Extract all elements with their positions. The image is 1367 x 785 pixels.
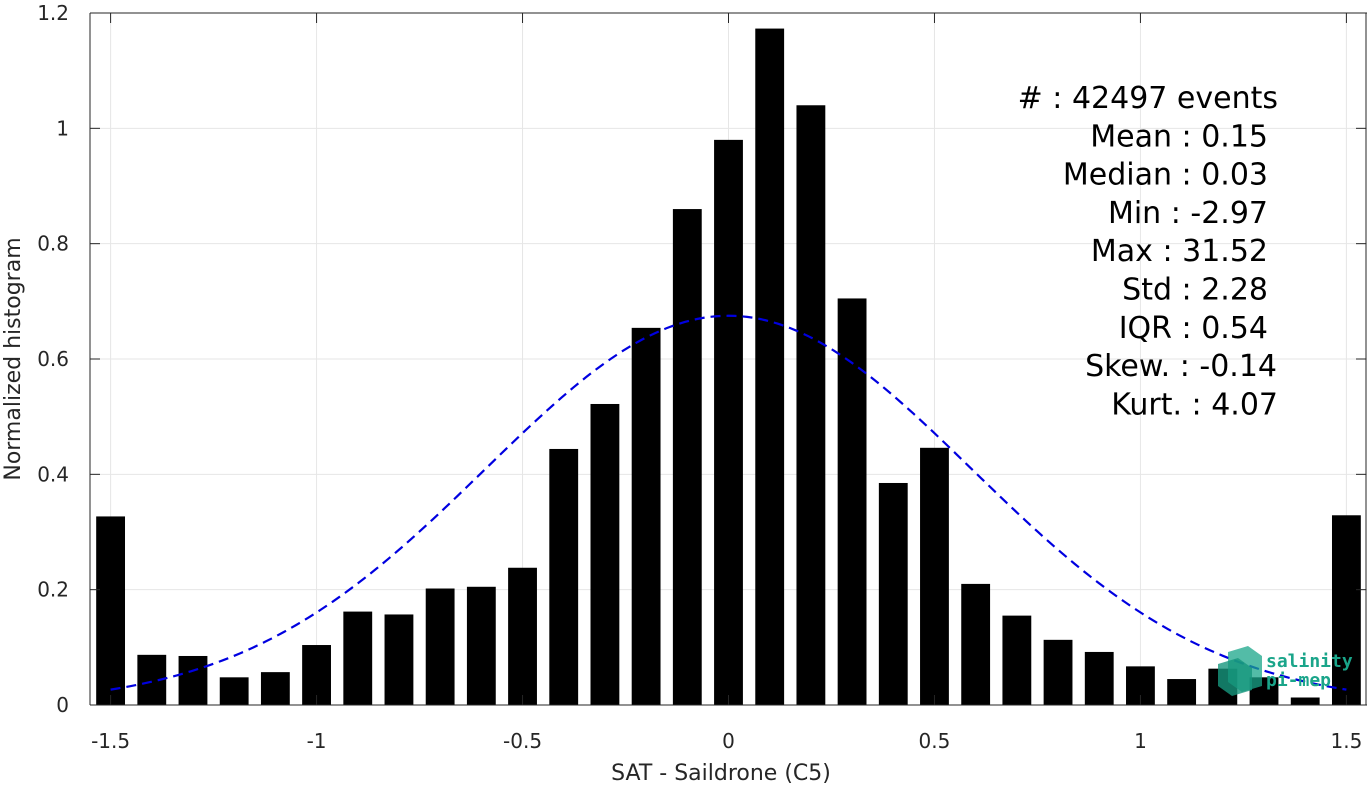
x-tick-label: -1.5 [91, 729, 130, 753]
histogram-bar [1290, 697, 1320, 705]
tick-labels: -1.5 -1 -0.5 0 0.5 1 1.5 0 0.2 0.4 0.6 0.8 1 1.2 [37, 1, 1362, 753]
histogram-bar [755, 28, 785, 705]
histogram-bar [878, 482, 908, 705]
y-axis-label: Normalized histogram [1, 237, 26, 480]
stats-line: # : 42497 events [1018, 81, 1278, 116]
histogram-bar [96, 516, 126, 705]
histogram-bar [837, 298, 867, 705]
histogram-bar [1084, 651, 1114, 705]
logo-cube-icon [1218, 646, 1262, 696]
histogram-bar [384, 614, 414, 705]
x-tick-label: 1 [1134, 729, 1147, 753]
stats-line: Std : 2.28 [1122, 273, 1268, 308]
histogram-bar [796, 105, 826, 706]
histogram-bar [1167, 679, 1197, 705]
histogram-bar [425, 588, 455, 705]
histogram-bar [920, 447, 949, 705]
histogram-bar [219, 677, 249, 705]
histogram-bar [1043, 639, 1073, 705]
y-tick-label: 0.8 [37, 232, 69, 256]
y-tick-label: 0.2 [37, 578, 69, 602]
stats-line: Kurt. : 4.07 [1111, 387, 1278, 422]
x-tick-label: 0.5 [919, 729, 951, 753]
histogram-bars [96, 28, 1361, 706]
stats-line: IQR : 0.54 [1119, 311, 1268, 346]
histogram-bar [1002, 615, 1032, 705]
histogram-bar [178, 655, 208, 705]
histogram-bar [1331, 515, 1361, 705]
y-tick-label: 0.4 [37, 462, 69, 486]
logo-text-line2: pi-mep [1266, 670, 1331, 691]
y-tick-label: 0 [56, 693, 69, 717]
histogram-bar [260, 672, 290, 705]
plot-axes [89, 12, 1367, 706]
stats-line: Median : 0.03 [1063, 158, 1268, 193]
histogram-bar [714, 139, 743, 705]
x-tick-label: 1.5 [1330, 729, 1362, 753]
salinity-pimep-logo: salinity pi-mep [1218, 646, 1353, 696]
histogram-bar [672, 209, 702, 706]
stats-line: Skew. : -0.14 [1085, 349, 1277, 384]
histogram-bar [466, 586, 496, 705]
x-tick-label: -0.5 [503, 729, 542, 753]
logo-text-line1: salinity [1266, 651, 1353, 672]
histogram-bar [590, 403, 620, 705]
stats-line: Mean : 0.15 [1090, 119, 1268, 154]
x-tick-label: -1 [307, 729, 327, 753]
y-tick-label: 1 [56, 116, 69, 140]
histogram-bar [631, 327, 661, 705]
histogram-bar [508, 567, 537, 705]
y-tick-label: 0.6 [37, 347, 69, 371]
gaussian-fit-curve [110, 314, 1347, 691]
x-axis-label: SAT - Saildrone (C5) [611, 761, 831, 785]
x-tick-label: 0 [722, 729, 735, 753]
histogram-bar [961, 583, 991, 705]
y-tick-label: 1.2 [37, 1, 69, 25]
fit-curve-line [110, 314, 1347, 691]
histogram-bar [549, 448, 579, 705]
stats-line: Min : -2.97 [1108, 196, 1268, 231]
histogram-bar [343, 611, 373, 705]
stats-line: Max : 31.52 [1091, 234, 1268, 269]
